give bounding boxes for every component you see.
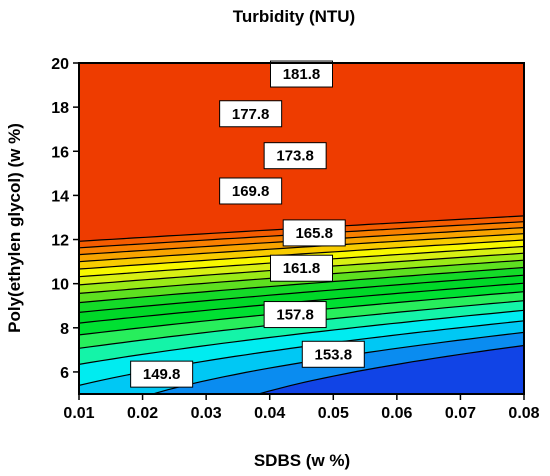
contour-label: 169.8	[232, 183, 270, 200]
contour-bands	[79, 63, 524, 394]
contour-label: 173.8	[276, 148, 314, 165]
y-tick-label: 6	[60, 365, 69, 382]
x-tick-label: 0.05	[318, 405, 349, 422]
plot-area: 149.8 153.8 157.8 161.8 165.8 169.8 173.8 177.8…	[78, 60, 525, 395]
contour-label-box	[263, 301, 327, 329]
y-tick-label: 18	[51, 100, 69, 117]
y-axis: 6 8 10 12 14 16 18 20	[51, 56, 79, 382]
y-axis-label: Poly(ethylen glycol) (w %)	[5, 123, 24, 333]
x-tick-label: 0.02	[127, 405, 158, 422]
x-tick-label: 0.08	[508, 405, 539, 422]
contour-line	[79, 239, 524, 270]
x-tick-label: 0.06	[381, 405, 412, 422]
x-tick-label: 0.01	[63, 405, 94, 422]
contour-label-box	[219, 100, 283, 128]
contour-line	[79, 274, 524, 313]
y-tick-label: 20	[51, 56, 69, 73]
x-tick-label: 0.03	[191, 405, 222, 422]
contour-label-box	[219, 177, 283, 205]
contour-label: 149.8	[143, 366, 181, 383]
contour-label: 157.8	[276, 307, 314, 324]
contour-label: 153.8	[315, 346, 353, 363]
contour-label: 161.8	[283, 260, 321, 277]
plot-frame	[78, 62, 525, 395]
contour-label: 165.8	[295, 225, 333, 242]
y-tick-label: 12	[51, 233, 69, 250]
contour-label-box	[130, 360, 194, 388]
x-tick-label: 0.04	[254, 405, 285, 422]
contour-label-box	[301, 340, 365, 368]
contour-line	[256, 344, 524, 394]
x-axis-label: SDBS (w %)	[254, 451, 350, 470]
contour-line	[79, 233, 524, 263]
y-tick-label: 14	[51, 188, 69, 205]
chart-title: Turbidity (NTU)	[233, 7, 355, 26]
contour-label-box	[270, 60, 333, 88]
x-axis: 0.01 0.02 0.03 0.04 0.05 0.06 0.07 0.08	[63, 394, 540, 422]
contour-label: 177.8	[232, 106, 270, 123]
y-tick-label: 10	[51, 277, 69, 294]
contour-band	[79, 63, 524, 242]
contour-label-box	[263, 142, 327, 170]
x-tick-label: 0.07	[445, 405, 476, 422]
contour-labels: 149.8 153.8 157.8 161.8 165.8 169.8 173.8 177.8…	[130, 60, 365, 388]
contour-label-box	[270, 254, 333, 282]
contour-line	[79, 266, 524, 304]
contour-label-box	[282, 219, 346, 247]
y-tick-label: 16	[51, 144, 69, 161]
y-tick-label: 8	[60, 321, 69, 338]
contour-label: 181.8	[283, 66, 321, 83]
contour-line	[79, 309, 524, 365]
